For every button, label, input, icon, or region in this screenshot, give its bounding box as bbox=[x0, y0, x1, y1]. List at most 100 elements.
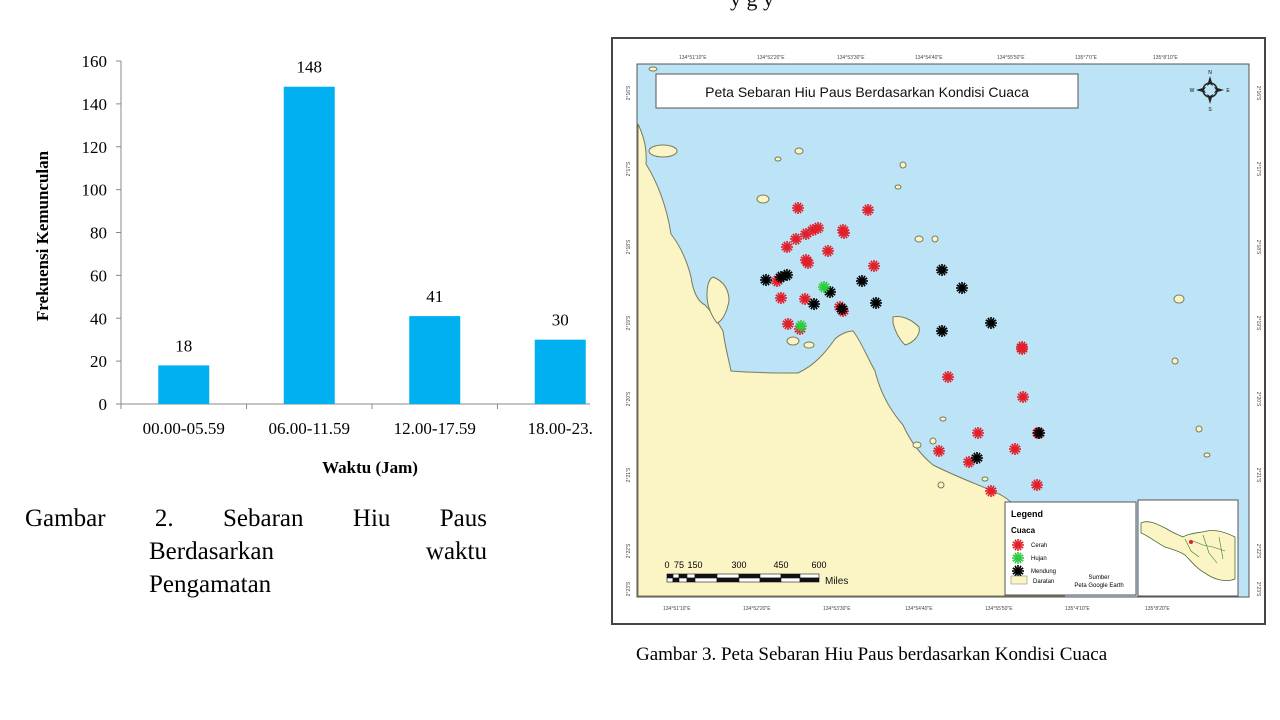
marker-cerah bbox=[838, 227, 850, 239]
longitude-label: 134°54'40"E bbox=[915, 55, 943, 61]
caption-word: waktu bbox=[425, 538, 487, 565]
marker-mendung bbox=[870, 297, 882, 309]
map-legend: Legend Cuaca Cerah Hujan Mendung Daratan S… bbox=[1004, 501, 1137, 596]
caption-word: 2. bbox=[154, 505, 174, 532]
y-tick-label: 100 bbox=[82, 181, 108, 200]
marker-mendung bbox=[936, 264, 948, 276]
islet bbox=[912, 441, 922, 449]
scale-segment bbox=[738, 573, 761, 579]
marker-cerah bbox=[799, 293, 811, 305]
caption-word: Sebaran bbox=[223, 505, 304, 532]
scale-segment bbox=[694, 573, 718, 579]
scale-tick-label: 150 bbox=[687, 560, 702, 570]
marker-cerah bbox=[942, 371, 954, 383]
inset-map bbox=[1137, 499, 1239, 597]
marker-cerah bbox=[933, 445, 945, 457]
legend-source-value: Peta Google Earth bbox=[1074, 583, 1123, 589]
marker-mendung bbox=[808, 298, 820, 310]
islet bbox=[648, 66, 658, 72]
marker-cerah bbox=[802, 257, 814, 269]
marker-cerah bbox=[775, 292, 787, 304]
marker-mendung bbox=[856, 275, 868, 287]
whale-shark-map: 134°51'10"E 134°52'20"E 134°53'30"E 134°54'… bbox=[626, 55, 1261, 612]
islet bbox=[786, 336, 800, 346]
legend-item-label: Cerah bbox=[1031, 543, 1047, 549]
x-axis-title: Waktu (Jam) bbox=[322, 458, 418, 477]
latitude-label: 2°16'S bbox=[626, 85, 632, 100]
category-label: 18.00-23. bbox=[528, 419, 593, 438]
marker-mendung bbox=[956, 282, 968, 294]
latitude-label: 2°23'S bbox=[1255, 582, 1261, 597]
marker-mendung bbox=[985, 317, 997, 329]
y-tick-label: 60 bbox=[90, 266, 107, 285]
category-label: 12.00-17.59 bbox=[394, 419, 476, 438]
longitude-label: 134°53'30"E bbox=[837, 55, 865, 61]
figure-3-caption: Gambar 3. Peta Sebaran Hiu Paus berdasar… bbox=[636, 644, 1108, 665]
islet bbox=[648, 144, 678, 158]
latitude-label: 2°18'S bbox=[626, 239, 632, 254]
longitude-label: 134°54'40"E bbox=[905, 606, 933, 612]
latitude-label: 2°22'S bbox=[1255, 544, 1261, 559]
y-tick-label: 40 bbox=[90, 309, 107, 328]
marker-cerah bbox=[812, 222, 824, 234]
figure-2-caption: Gambar 2. Sebaran Hiu Paus Berdasarkan w… bbox=[25, 502, 487, 601]
marker-hujan bbox=[818, 281, 830, 293]
scale-segment bbox=[694, 577, 718, 583]
legend-symbol-hujan bbox=[1012, 552, 1024, 564]
bar-value-label: 30 bbox=[552, 311, 569, 330]
legend-land-label: Daratan bbox=[1033, 579, 1054, 585]
scale-segment bbox=[780, 577, 801, 583]
map-title-box bbox=[655, 73, 1079, 109]
scale-segment bbox=[672, 577, 680, 583]
scale-segment bbox=[780, 573, 801, 579]
caption-word: Berdasarkan bbox=[149, 538, 274, 565]
legend-source-label: Sumber bbox=[1088, 575, 1109, 581]
marker-cerah bbox=[972, 427, 984, 439]
cut-off-text: y g y bbox=[730, 0, 774, 12]
marker-cerah bbox=[1017, 391, 1029, 403]
longitude-label: 134°55'50"E bbox=[997, 55, 1025, 61]
marker-cerah bbox=[792, 202, 804, 214]
caption-word: Hiu bbox=[352, 505, 391, 532]
y-tick-label: 120 bbox=[82, 138, 108, 157]
scale-segment bbox=[738, 577, 761, 583]
longitude-label: 134°55'50"E bbox=[985, 606, 1013, 612]
scale-segment bbox=[678, 573, 688, 579]
y-tick-label: 20 bbox=[90, 352, 107, 371]
islet bbox=[929, 437, 937, 445]
islet bbox=[931, 235, 939, 243]
longitude-label: 135°4'10"E bbox=[1065, 606, 1090, 612]
marker-cerah bbox=[1009, 443, 1021, 455]
marker-cerah bbox=[781, 241, 793, 253]
longitude-label: 135°8'10"E bbox=[1153, 55, 1178, 61]
bar-value-label: 41 bbox=[426, 287, 443, 306]
category-label: 06.00-11.59 bbox=[268, 419, 350, 438]
y-tick-label: 0 bbox=[99, 395, 108, 414]
caption-word: Gambar bbox=[25, 505, 106, 532]
bar-chart: 0 20 40 60 80 100 120 140 160 18 148 41 30 00.00-05… bbox=[33, 52, 593, 477]
bar bbox=[158, 365, 210, 404]
scale-bar: 0 75 150 300 450 600 Miles bbox=[664, 560, 848, 587]
compass-s: S bbox=[1208, 107, 1212, 113]
longitude-label: 134°52'20"E bbox=[757, 55, 785, 61]
compass-icon: N S E W bbox=[1190, 70, 1231, 113]
y-axis-title: Frekuensi Kemunculan bbox=[33, 150, 52, 321]
marker-cerah bbox=[822, 245, 834, 257]
marker-cerah bbox=[782, 318, 794, 330]
bar bbox=[534, 339, 586, 404]
caption-word: Paus bbox=[439, 505, 487, 532]
bar-value-label: 18 bbox=[175, 336, 192, 355]
category-label: 00.00-05.59 bbox=[143, 419, 225, 438]
compass-n: N bbox=[1208, 70, 1212, 76]
scale-unit: Miles bbox=[825, 576, 848, 587]
legend-item-label: Mendung bbox=[1031, 569, 1056, 575]
latitude-label: 2°22'S bbox=[626, 543, 632, 558]
latitude-label: 2°21'S bbox=[1255, 468, 1261, 483]
island-center bbox=[892, 316, 920, 346]
scale-segment bbox=[666, 573, 674, 579]
bar-value-label: 148 bbox=[297, 58, 323, 77]
scale-tick-label: 450 bbox=[773, 560, 788, 570]
islet bbox=[756, 194, 770, 204]
legend-item-label: Hujan bbox=[1031, 556, 1047, 562]
marker-mendung bbox=[836, 303, 848, 315]
